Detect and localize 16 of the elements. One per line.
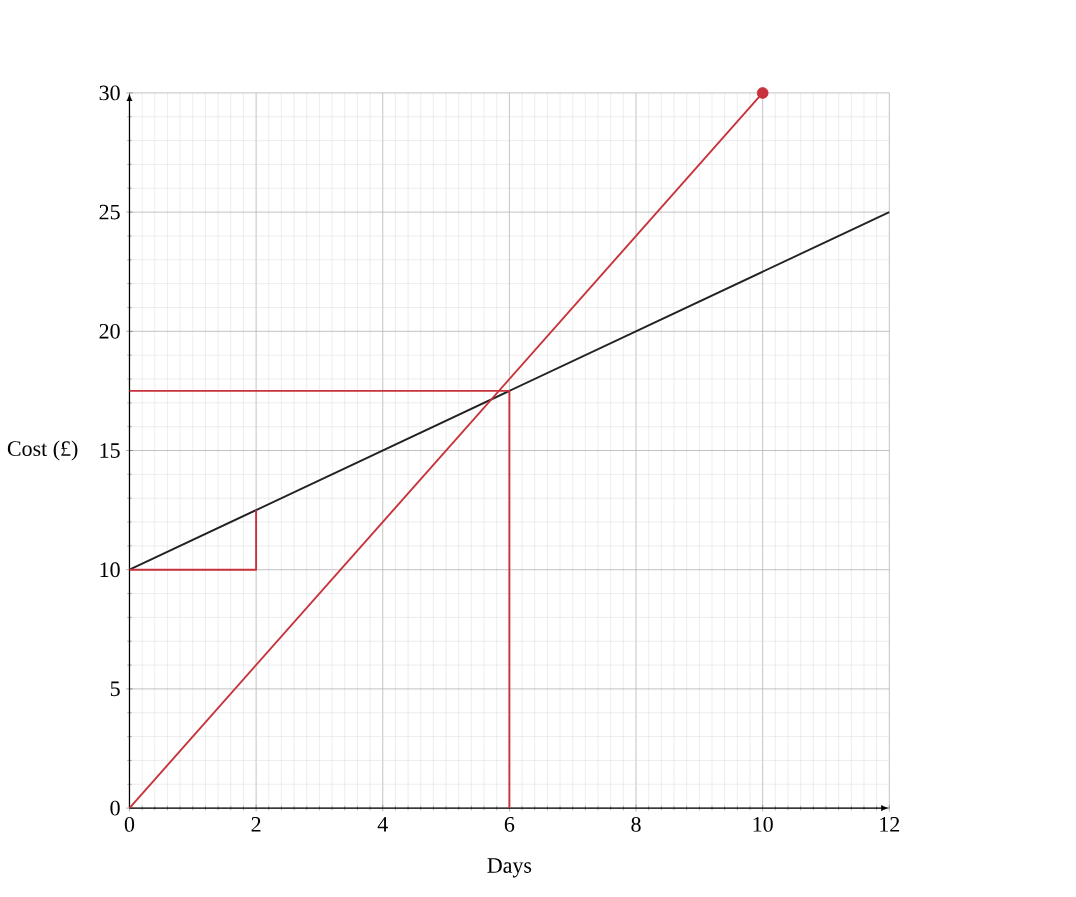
y-axis-title: Cost (£) [7,440,78,461]
y-tick-label: 0 [110,800,120,816]
x-tick-label: 8 [631,816,641,832]
y-tick-label: 20 [99,323,120,339]
y-tick-label: 15 [100,442,120,458]
x-tick-label: 0 [124,816,135,832]
x-tick-label: 4 [377,816,388,832]
y-tick-label: 25 [99,204,120,220]
x-tick-label: 6 [504,816,515,832]
x-tick-label: 2 [251,816,261,832]
x-tick-label: 12 [880,816,900,832]
x-axis-title: Days [487,858,532,878]
y-tick-label: 30 [99,85,120,101]
y-tick-label: 5 [110,681,120,697]
y-tick-label: 10 [100,562,120,577]
x-tick-label: 10 [753,816,773,832]
